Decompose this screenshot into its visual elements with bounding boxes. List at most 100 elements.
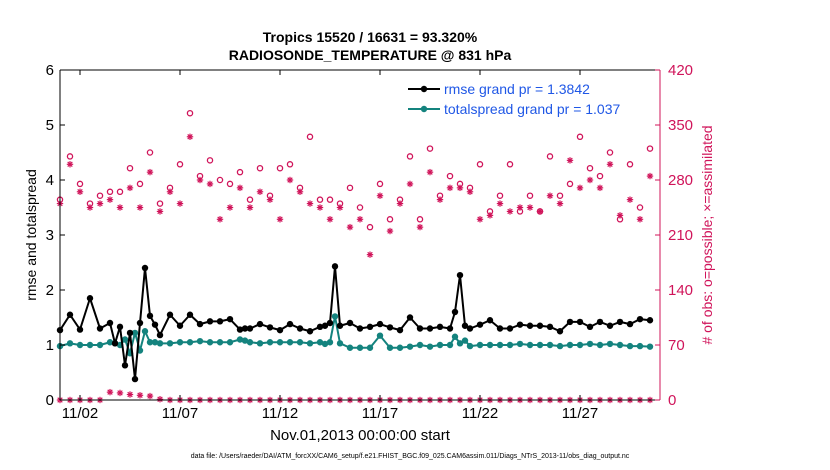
spread-point [356,344,364,351]
spread-point [516,340,524,348]
obs-possible-point [306,133,314,141]
obs-assimilated-point [436,196,444,203]
obs-assimilated-point [156,208,164,215]
obs-possible-point [216,176,224,184]
obs-assimilated-point [336,204,344,211]
rmse-point [296,325,304,332]
obs-possible-point [426,145,434,152]
obs-assimilated-point [606,161,614,168]
obs-possible-point [106,188,114,196]
rmse-point [436,323,444,331]
spread-point [386,344,394,351]
rmse-point [146,312,154,320]
obs-possible-point [326,196,334,203]
obs-possible-point [406,153,414,160]
legend: rmse grand pr = 1.3842 totalspread grand… [404,76,656,122]
obs-assimilated-point [306,200,314,207]
rmse-point [456,271,464,279]
obs-assimilated-point [586,176,594,184]
spread-point [246,339,254,346]
spread-point [216,339,224,346]
obs-possible-point [226,180,234,188]
rmse-point [466,325,474,332]
spread-point [396,344,404,351]
spread-point [141,328,149,335]
spread-point [326,339,334,346]
legend-rmse-label: rmse grand pr = 1.3842 [444,81,590,97]
y-axis-label-left: rmse and totalspread [23,169,39,301]
spread-point [306,340,314,347]
obs-possible-point [276,164,284,172]
spread-point [376,332,384,339]
y-tick-label-right: 350 [668,117,693,134]
legend-rmse-marker [420,85,428,93]
spread-point [596,341,604,349]
obs-possible-point [606,149,614,156]
obs-assimilated-point [286,176,294,184]
obs-assimilated-point [126,184,134,192]
spread-point [206,339,214,346]
spread-point [316,339,324,346]
obs-assimilated-point [496,200,504,207]
obs-possible-point [636,204,644,211]
obs-assimilated-point [176,200,184,207]
obs-assimilated-point [396,200,404,207]
rmse-point [536,322,544,329]
y-tick-label-left: 5 [46,117,54,134]
obs-assimilated-point [136,204,144,211]
rmse-point [321,322,329,329]
rmse-point [196,320,204,328]
obs-assimilated-point [276,216,284,223]
rmse-point [121,362,129,369]
spread-point [576,341,584,349]
obs-assimilated-point [166,188,174,195]
obs-possible-point [366,223,374,231]
rmse-point [226,315,234,323]
legend-spread-marker [420,105,428,113]
rmse-point [326,319,334,327]
x-axis-label: Nov.01,2013 00:00:00 start [270,427,451,444]
obs-near-zero-point [126,391,134,398]
rmse-point [461,322,469,329]
obs-assimilated-point [236,184,244,192]
rmse-point [406,314,414,321]
spread-point [616,341,624,349]
footer-data-file: data file: /Users/raeder/DAI/ATM_forcXX/… [191,453,630,460]
rmse-point [216,318,224,325]
spread-point [96,341,104,349]
rmse-point [76,326,84,333]
obs-assimilated-point [476,216,484,223]
rmse-point [236,326,244,333]
spread-point [506,341,514,349]
obs-assimilated-point [596,184,604,192]
obs-assimilated-point [426,168,434,176]
rmse-point [446,325,454,332]
obs-possible-point [446,172,454,180]
spread-point [156,340,164,347]
rmse-point [356,325,364,332]
obs-possible-point [156,200,164,207]
obs-assimilated-point [626,196,634,203]
chart-title-line-1: Tropics 15520 / 16631 = 93.320% [263,29,478,45]
x-tick-label: 11/22 [462,405,498,422]
x-tick-label: 11/27 [562,405,598,422]
legend-box [404,76,656,122]
y-tick-label-right: 420 [668,62,693,79]
rmse-point [166,311,174,318]
rmse-point [396,326,404,334]
rmse-point [636,315,644,323]
rmse-point [606,322,614,329]
spread-point [586,340,594,348]
rmse-point [86,295,94,302]
spread-point [436,341,444,349]
obs-possible-point [136,180,144,188]
obs-possible-point [66,153,74,160]
rmse-point [241,325,249,332]
spread-point [646,343,654,350]
obs-assimilated-point [386,227,394,235]
obs-assimilated-point [566,157,574,164]
y-tick-label-right: 140 [668,282,693,299]
rmse-point [556,328,564,335]
spread-point [416,341,424,349]
y-tick-label-left: 3 [46,227,54,244]
